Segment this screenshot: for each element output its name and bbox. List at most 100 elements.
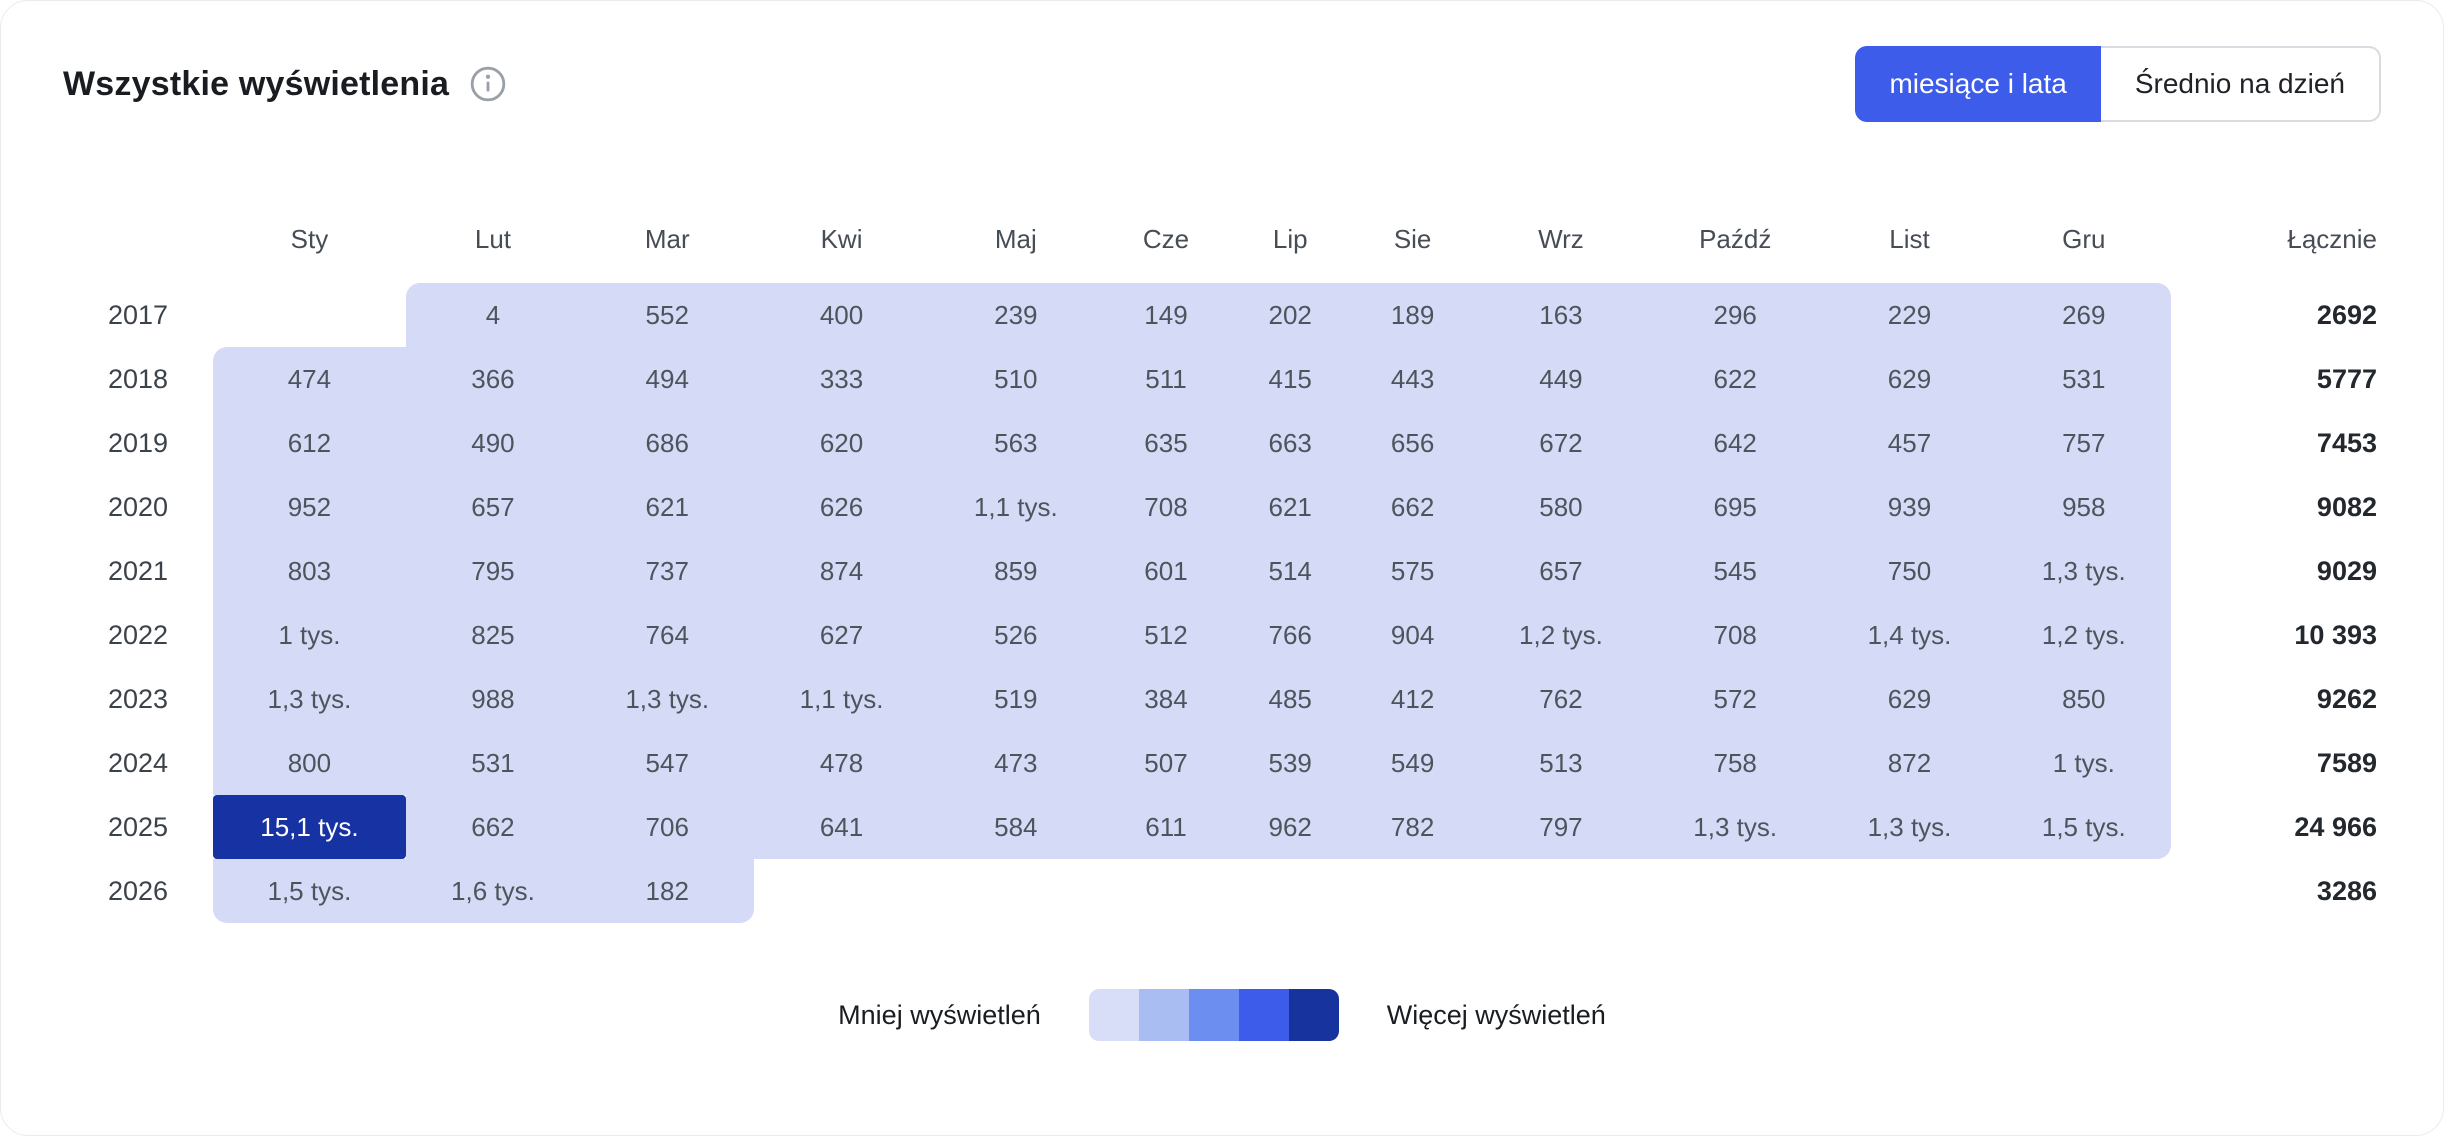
- heatmap-cell[interactable]: 474: [213, 347, 406, 411]
- heatmap-cell[interactable]: 626: [754, 475, 929, 539]
- heatmap-cell[interactable]: 620: [754, 411, 929, 475]
- info-icon[interactable]: [469, 65, 507, 103]
- heatmap-cell[interactable]: 1,3 tys.: [580, 667, 755, 731]
- heatmap-cell[interactable]: 490: [405, 411, 581, 475]
- heatmap-cell[interactable]: 952: [213, 475, 406, 539]
- heatmap-cell[interactable]: 182: [580, 859, 755, 923]
- heatmap-cell[interactable]: 874: [754, 539, 929, 603]
- heatmap-cell[interactable]: 803: [213, 539, 406, 603]
- heatmap-cell[interactable]: 1,5 tys.: [1996, 795, 2171, 859]
- toggle-daily-average-button[interactable]: Średnio na dzień: [2100, 46, 2381, 122]
- heatmap-cell[interactable]: 662: [405, 795, 581, 859]
- heatmap-cell[interactable]: 662: [1351, 475, 1474, 539]
- heatmap-cell[interactable]: [754, 859, 928, 923]
- heatmap-cell[interactable]: 612: [213, 411, 406, 475]
- heatmap-cell[interactable]: 656: [1351, 411, 1474, 475]
- heatmap-cell[interactable]: 545: [1648, 539, 1823, 603]
- heatmap-cell[interactable]: 478: [754, 731, 929, 795]
- heatmap-cell[interactable]: 510: [928, 347, 1103, 411]
- heatmap-cell[interactable]: 1,1 tys.: [928, 475, 1103, 539]
- heatmap-cell[interactable]: 1 tys.: [1996, 731, 2171, 795]
- heatmap-cell[interactable]: 1,1 tys.: [754, 667, 929, 731]
- heatmap-cell[interactable]: 400: [754, 283, 929, 347]
- heatmap-cell[interactable]: 189: [1351, 283, 1474, 347]
- heatmap-cell[interactable]: 762: [1473, 667, 1649, 731]
- heatmap-cell[interactable]: 825: [405, 603, 581, 667]
- heatmap-cell[interactable]: 512: [1102, 603, 1230, 667]
- heatmap-cell[interactable]: 1,4 tys.: [1822, 603, 1997, 667]
- heatmap-cell[interactable]: [1648, 859, 1822, 923]
- heatmap-cell[interactable]: 1,6 tys.: [405, 859, 581, 923]
- heatmap-cell[interactable]: 229: [1822, 283, 1997, 347]
- heatmap-cell[interactable]: 531: [405, 731, 581, 795]
- heatmap-cell[interactable]: 642: [1648, 411, 1823, 475]
- heatmap-cell[interactable]: [1474, 859, 1648, 923]
- heatmap-cell[interactable]: 572: [1648, 667, 1823, 731]
- heatmap-cell[interactable]: 513: [1473, 731, 1649, 795]
- heatmap-cell[interactable]: 269: [1996, 283, 2171, 347]
- heatmap-cell[interactable]: 333: [754, 347, 929, 411]
- heatmap-cell[interactable]: 4: [405, 283, 581, 347]
- heatmap-cell[interactable]: [1997, 859, 2171, 923]
- heatmap-cell[interactable]: 575: [1351, 539, 1474, 603]
- heatmap-cell[interactable]: 686: [580, 411, 755, 475]
- heatmap-cell[interactable]: [1229, 859, 1351, 923]
- heatmap-cell[interactable]: [1103, 859, 1229, 923]
- heatmap-cell[interactable]: 621: [1229, 475, 1352, 539]
- heatmap-cell[interactable]: 641: [754, 795, 929, 859]
- heatmap-cell[interactable]: 202: [1229, 283, 1352, 347]
- heatmap-cell[interactable]: 584: [928, 795, 1103, 859]
- heatmap-cell[interactable]: 737: [580, 539, 755, 603]
- heatmap-cell[interactable]: 1 tys.: [213, 603, 406, 667]
- heatmap-cell[interactable]: 958: [1996, 475, 2171, 539]
- heatmap-cell[interactable]: 627: [754, 603, 929, 667]
- heatmap-cell[interactable]: 473: [928, 731, 1103, 795]
- heatmap-cell[interactable]: 706: [580, 795, 755, 859]
- heatmap-cell[interactable]: [213, 283, 406, 347]
- heatmap-cell[interactable]: 526: [928, 603, 1103, 667]
- heatmap-cell[interactable]: 1,3 tys.: [1822, 795, 1997, 859]
- heatmap-cell[interactable]: 1,3 tys.: [1648, 795, 1823, 859]
- heatmap-cell[interactable]: 782: [1351, 795, 1474, 859]
- heatmap-cell[interactable]: 872: [1822, 731, 1997, 795]
- heatmap-cell[interactable]: 449: [1473, 347, 1649, 411]
- heatmap-cell[interactable]: [1822, 859, 1996, 923]
- heatmap-cell[interactable]: 657: [405, 475, 581, 539]
- heatmap-cell[interactable]: 750: [1822, 539, 1997, 603]
- heatmap-cell[interactable]: [1351, 859, 1473, 923]
- heatmap-cell[interactable]: [929, 859, 1103, 923]
- heatmap-cell[interactable]: 366: [405, 347, 581, 411]
- heatmap-cell[interactable]: 988: [405, 667, 581, 731]
- heatmap-cell[interactable]: 695: [1648, 475, 1823, 539]
- heatmap-cell[interactable]: 635: [1102, 411, 1230, 475]
- heatmap-cell[interactable]: 904: [1351, 603, 1474, 667]
- heatmap-cell[interactable]: 1,3 tys.: [1996, 539, 2171, 603]
- heatmap-cell[interactable]: 797: [1473, 795, 1649, 859]
- heatmap-cell[interactable]: 629: [1822, 667, 1997, 731]
- toggle-months-years-button[interactable]: miesiące i lata: [1855, 46, 2101, 122]
- heatmap-cell[interactable]: 708: [1648, 603, 1823, 667]
- heatmap-cell[interactable]: 15,1 tys.: [213, 795, 406, 859]
- heatmap-cell[interactable]: 507: [1102, 731, 1230, 795]
- heatmap-cell[interactable]: 531: [1996, 347, 2171, 411]
- heatmap-cell[interactable]: 850: [1996, 667, 2171, 731]
- heatmap-cell[interactable]: 766: [1229, 603, 1352, 667]
- heatmap-cell[interactable]: 621: [580, 475, 755, 539]
- heatmap-cell[interactable]: 800: [213, 731, 406, 795]
- heatmap-cell[interactable]: 795: [405, 539, 581, 603]
- heatmap-cell[interactable]: 962: [1229, 795, 1352, 859]
- heatmap-cell[interactable]: 708: [1102, 475, 1230, 539]
- heatmap-cell[interactable]: 622: [1648, 347, 1823, 411]
- heatmap-cell[interactable]: 549: [1351, 731, 1474, 795]
- heatmap-cell[interactable]: 514: [1229, 539, 1352, 603]
- heatmap-cell[interactable]: 457: [1822, 411, 1997, 475]
- heatmap-cell[interactable]: 611: [1102, 795, 1230, 859]
- heatmap-cell[interactable]: 563: [928, 411, 1103, 475]
- heatmap-cell[interactable]: 1,3 tys.: [213, 667, 406, 731]
- heatmap-cell[interactable]: 412: [1351, 667, 1474, 731]
- heatmap-cell[interactable]: 758: [1648, 731, 1823, 795]
- heatmap-cell[interactable]: 764: [580, 603, 755, 667]
- heatmap-cell[interactable]: 552: [580, 283, 755, 347]
- heatmap-cell[interactable]: 1,2 tys.: [1473, 603, 1649, 667]
- heatmap-cell[interactable]: 1,2 tys.: [1996, 603, 2171, 667]
